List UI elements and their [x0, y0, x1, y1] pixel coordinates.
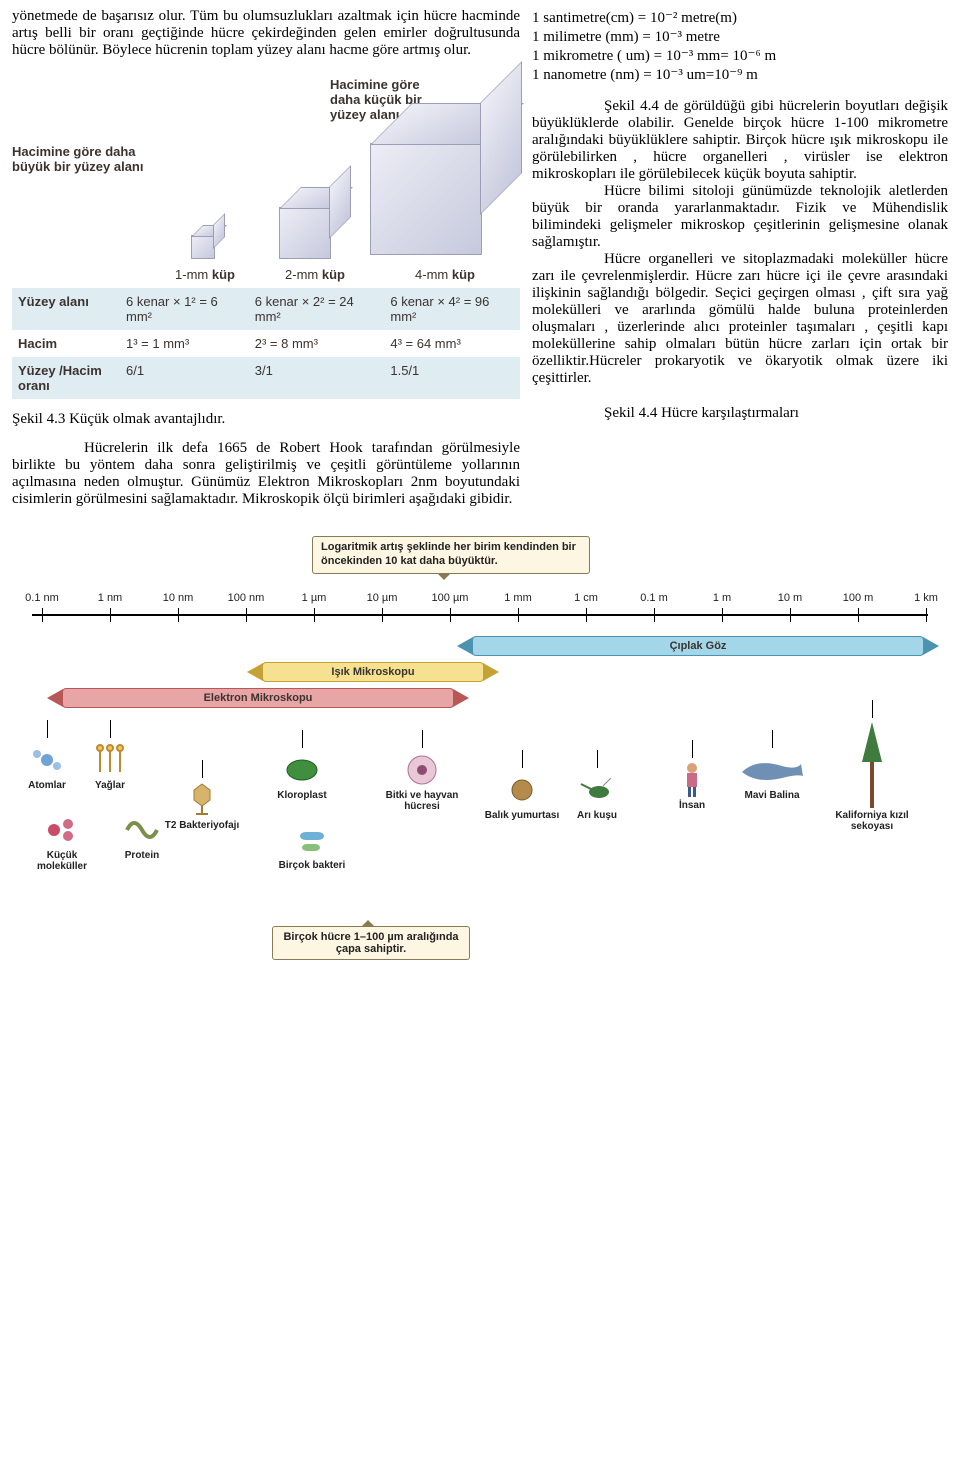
- item-hucre: Bitki ve hayvan hücresi: [382, 730, 462, 812]
- cube-table: Yüzey alanı 6 kenar × 1² = 6 mm² 6 kenar…: [12, 288, 520, 399]
- item-t2: T2 Bakteriyofajı: [162, 760, 242, 831]
- item-sekoya: Kaliforniya kızıl sekoyası: [832, 700, 912, 832]
- cube-1mm: 1-mm küp: [150, 225, 260, 282]
- item-bakteri: Birçok bakteri: [272, 820, 352, 871]
- item-yag: Yağlar: [70, 720, 150, 791]
- left-p1: yönetmede de başarısız olur. Tüm bu olum…: [12, 8, 520, 59]
- right-p3: Hücre organelleri ve sitoplazmadaki mole…: [532, 251, 948, 387]
- fig44-caption: Şekil 4.4 Hücre karşılaştırmaları: [532, 405, 948, 422]
- unit-1: 1 santimetre(cm) = 10⁻² metre(m): [532, 8, 948, 27]
- cube-caption-left: Hacimine göre daha büyük bir yüzey alanı: [12, 144, 150, 282]
- callout-log: Logaritmik artış şeklinde her birim kend…: [312, 536, 590, 574]
- item-balina: Mavi Balina: [732, 730, 812, 801]
- item-kloro: Kloroplast: [262, 730, 342, 801]
- scale-figure: Logaritmik artış şeklinde her birim kend…: [12, 536, 948, 960]
- cube-figure: Hacimine göre daha büyük bir yüzey alanı…: [12, 77, 520, 399]
- unit-3: 1 mikrometre ( um) = 10⁻³ mm= 10⁻⁶ m: [532, 46, 948, 65]
- item-insan: İnsan: [652, 740, 732, 811]
- unit-4: 1 nanometre (nm) = 10⁻³ um=10⁻⁹ m: [532, 65, 948, 84]
- scope-light: Işık Mikroskopu: [262, 662, 484, 682]
- cube-4mm: 4-mm küp: [370, 103, 520, 282]
- cube-2mm: 2-mm küp: [260, 187, 370, 282]
- left-p2: Hücrelerin ilk defa 1665 de Robert Hook …: [12, 440, 520, 508]
- callout-cell-size: Birçok hücre 1–100 µm aralığında çapa sa…: [272, 926, 470, 960]
- item-ari: Arı kuşu: [557, 750, 637, 821]
- right-p1: Şekil 4.4 de görüldüğü gibi hücrelerin b…: [532, 98, 948, 183]
- scope-electron: Elektron Mikroskopu: [62, 688, 454, 708]
- fig43-caption: Şekil 4.3 Küçük olmak avantajlıdır.: [12, 411, 520, 428]
- scope-naked: Çıplak Göz: [472, 636, 924, 656]
- right-p2: Hücre bilimi sitoloji günümüzde teknoloj…: [532, 183, 948, 251]
- item-kucuk: Küçük moleküller: [22, 810, 102, 872]
- unit-2: 1 milimetre (mm) = 10⁻³ metre: [532, 27, 948, 46]
- item-yumurta: Balık yumurtası: [482, 750, 562, 821]
